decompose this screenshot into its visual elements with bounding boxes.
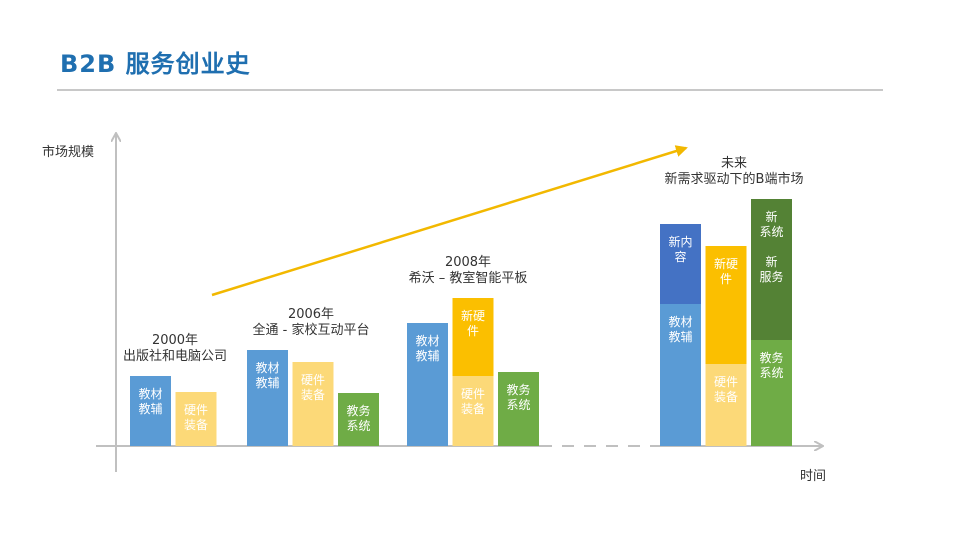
y-axis-label: 市场规模 <box>42 144 94 160</box>
bar-segment-label: 新内 <box>668 234 692 249</box>
bar-segment-label: 系统 <box>759 225 783 239</box>
bar-segment-label: 教务 <box>506 382 530 397</box>
bar-segment <box>407 323 448 446</box>
bar-segment-label: 教材 <box>415 333 439 348</box>
bar-segment <box>247 350 288 446</box>
bar-segment-label: 硬件 <box>461 387 485 401</box>
bar-segment-label: 系统 <box>759 366 783 380</box>
era-label: 新需求驱动下的B端市场 <box>665 171 804 187</box>
bar-segment <box>338 393 379 446</box>
bar-segment-label: 教务 <box>759 350 783 365</box>
bar-segment <box>705 364 747 446</box>
bar-segment-label: 硬件 <box>714 375 738 389</box>
bar-segment-label: 件 <box>467 324 479 338</box>
bar-segment <box>751 340 792 446</box>
bar-segment <box>452 298 494 376</box>
bar-segment-label: 新硬 <box>714 256 738 271</box>
bar-segment-label: 系统 <box>506 398 530 412</box>
bar-segment-label: 硬件 <box>184 403 208 417</box>
bar-segment-label: 装备 <box>461 402 485 416</box>
bar-segment-label: 件 <box>720 272 732 286</box>
growth-trend-arrow <box>211 145 688 297</box>
bar-segment <box>498 372 539 446</box>
page-title: B2B 服务创业史 <box>60 50 251 78</box>
bar-segment-label: 教务 <box>346 403 370 418</box>
bar-segment-label: 新 <box>765 209 777 224</box>
bar-segment-label: 教材 <box>138 386 162 401</box>
bar-segment-label: 教辅 <box>415 348 439 363</box>
bar-segment <box>175 392 217 446</box>
bar-segment-label: 装备 <box>301 388 325 402</box>
bar-segment-label: 教材 <box>255 360 279 375</box>
bar-segment <box>751 199 792 340</box>
bar-segment-label: 硬件 <box>301 373 325 387</box>
era-label: 2006年 <box>288 307 334 322</box>
era-label: 2000年 <box>152 333 198 348</box>
bar-segment-label: 新硬 <box>461 308 485 323</box>
era-label: 全通 - 家校互动平台 <box>253 322 370 338</box>
era-label: 2008年 <box>445 255 491 270</box>
bar-segment-label: 教辅 <box>255 375 279 390</box>
era-label: 出版社和电脑公司 <box>123 348 227 364</box>
bar-segment <box>705 246 747 364</box>
bar-segment-label: 教材 <box>668 314 692 329</box>
bar-segment-label: 系统 <box>346 419 370 433</box>
bar-segment <box>130 376 171 446</box>
bar-segment <box>660 304 701 446</box>
bar-segment <box>292 362 334 446</box>
bar-segment-label: 容 <box>674 249 686 264</box>
bar-segment <box>452 376 494 446</box>
bar-segment-label: 教辅 <box>138 401 162 416</box>
bar-segment-label: 装备 <box>184 418 208 432</box>
era-label: 未来 <box>721 156 747 171</box>
x-axis-label: 时间 <box>800 469 826 484</box>
era-label: 希沃 – 教室智能平板 <box>409 270 528 286</box>
bar-segment-label: 新 <box>765 254 777 269</box>
bar-segment <box>660 224 701 304</box>
bar-segment-label: 服务 <box>759 269 783 284</box>
bar-segment-label: 教辅 <box>668 329 692 344</box>
bar-segment-label: 装备 <box>714 390 738 404</box>
title-divider <box>57 89 883 91</box>
